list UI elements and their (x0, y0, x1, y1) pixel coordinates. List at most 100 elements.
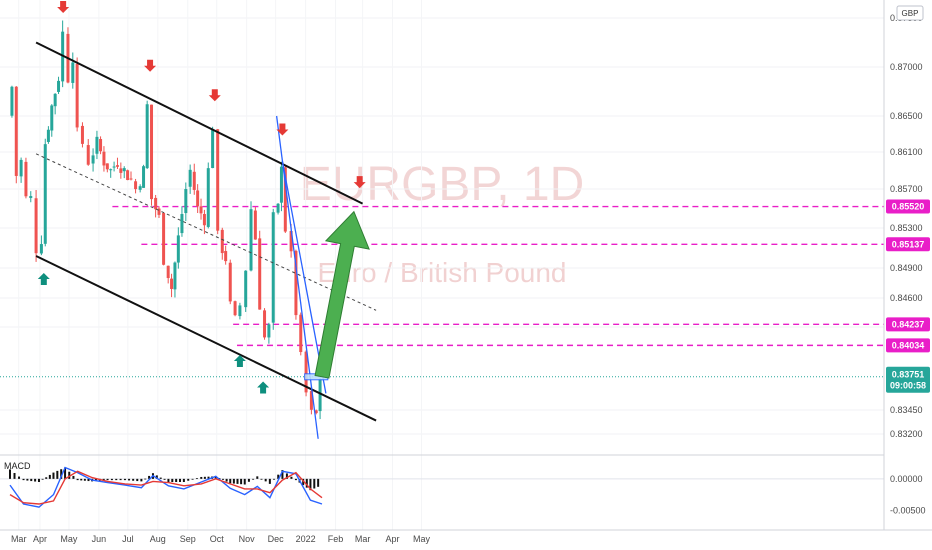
last-price-badge (886, 366, 930, 393)
candle-body (258, 238, 262, 310)
macd-histogram-bar (106, 478, 109, 481)
countdown-label: 09:00:58 (890, 381, 926, 391)
macd-histogram-bar (236, 478, 239, 484)
macd-histogram-bar (187, 478, 190, 481)
macd-histogram-bar (18, 476, 21, 479)
macd-histogram-bar (64, 467, 67, 479)
macd-histogram-bar (80, 478, 83, 481)
time-tick-label: Nov (239, 534, 256, 544)
candle-body (202, 213, 206, 226)
candle-body (244, 270, 248, 308)
candle-body (126, 170, 130, 181)
candle-body (162, 213, 166, 265)
macd-histogram-bar (115, 478, 118, 481)
candle-body (304, 351, 308, 393)
macd-histogram-bar (281, 470, 284, 479)
candle-body (249, 209, 253, 271)
candle-body (86, 145, 90, 165)
channel-lower-line (35, 255, 377, 422)
candle-body (211, 129, 215, 169)
macd-histogram-bar (260, 478, 263, 480)
macd-histogram-bar (268, 478, 271, 484)
up-arrow-marker (37, 273, 50, 285)
candle-body (129, 178, 133, 180)
candle-body (75, 63, 79, 128)
price-axis[interactable]: 0.873000.870000.865000.861000.857000.853… (886, 13, 930, 515)
macd-histogram-bar (123, 478, 126, 481)
candle-body (99, 138, 103, 152)
macd-histogram-bar (56, 470, 59, 479)
macd-histogram-bar (305, 478, 308, 488)
price-badge-label: 0.84034 (892, 340, 925, 350)
macd-histogram-bar (252, 478, 255, 480)
price-badge-label: 0.85137 (892, 239, 925, 249)
candle-body (228, 262, 232, 302)
candle-body (57, 80, 61, 92)
price-tick-label: 0.83450 (890, 405, 923, 415)
macd-tick-label: -0.00500 (890, 505, 926, 515)
up-arrow-marker (257, 381, 270, 394)
macd-histogram-bar (302, 478, 305, 486)
time-tick-label: May (413, 534, 431, 544)
candle-body (134, 181, 138, 190)
macd-histogram-bar (37, 478, 40, 482)
price-tick-label: 0.86500 (890, 111, 923, 121)
time-tick-label: Apr (386, 534, 400, 544)
candle-body (39, 244, 43, 254)
candle-body (196, 190, 200, 207)
price-tick-label: 0.85700 (890, 184, 923, 194)
candle-body (10, 86, 14, 116)
macd-histogram-bar (110, 478, 113, 481)
candle-body (299, 314, 303, 353)
candle-body (112, 166, 116, 168)
candle-body (138, 186, 142, 190)
candle-body (267, 324, 271, 338)
macd-histogram-bar (240, 478, 243, 485)
candle-body (173, 262, 177, 290)
price-tick-label: 0.85300 (890, 223, 923, 233)
up-arrow-marker (233, 354, 246, 367)
macd-histogram-bar (195, 478, 198, 480)
macd-histogram-bar (30, 478, 33, 482)
macd-histogram-bar (163, 478, 166, 480)
candle-body (294, 250, 298, 316)
candle-body (34, 198, 38, 254)
macd-histogram-bar (60, 469, 63, 479)
watermark-symbol: EURGBP, 1D (300, 158, 585, 211)
candle-body (166, 265, 170, 279)
candle-body (309, 391, 313, 410)
candle-body (109, 169, 113, 171)
time-tick-label: Oct (210, 534, 225, 544)
candle-body (91, 155, 95, 164)
macd-histogram-bar (13, 472, 16, 479)
macd-histogram-bar (167, 478, 170, 482)
macd-histogram-bar (22, 478, 25, 481)
time-tick-label: May (60, 534, 78, 544)
candle-body (206, 168, 210, 227)
macd-histogram-bar (179, 478, 182, 482)
currency-tag: GBP (896, 5, 924, 21)
down-arrow-marker (353, 176, 366, 189)
macd-histogram-bar (222, 478, 225, 480)
macd-histogram-bar (68, 471, 71, 479)
macd-histogram-bar (102, 478, 105, 481)
macd-histogram-bar (171, 478, 174, 482)
candle-body (115, 165, 119, 167)
macd-histogram-bar (200, 476, 203, 479)
candle-body (170, 278, 174, 289)
candle-body (105, 163, 109, 170)
macd-histogram-bar (264, 478, 267, 482)
candle-body (192, 171, 196, 190)
candle-body (142, 166, 146, 188)
candle-body (43, 144, 47, 244)
macd-histogram-bar (277, 474, 280, 479)
candle-body (80, 125, 84, 144)
macd-histogram-bar (214, 476, 217, 479)
channel-upper-line (35, 41, 364, 205)
macd-histogram-bar (136, 478, 139, 482)
candle-body (279, 166, 283, 203)
candle-body (71, 62, 75, 83)
time-axis[interactable]: Mar Apr May Jun Jul Aug Sep Oct Nov Dec 2022 Feb Mar… (11, 534, 431, 544)
